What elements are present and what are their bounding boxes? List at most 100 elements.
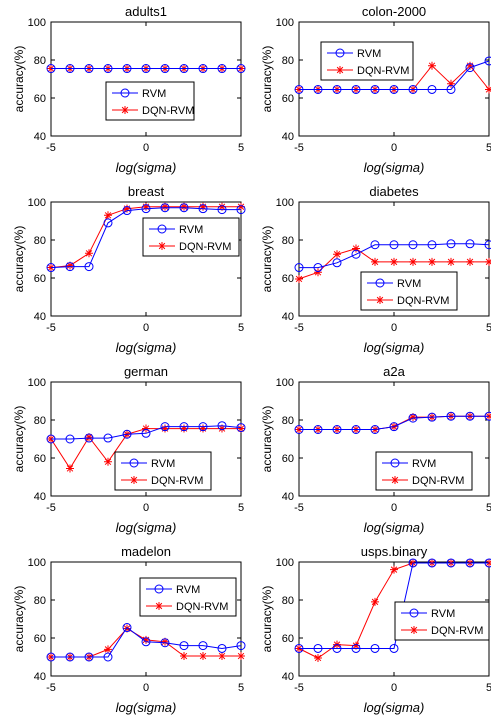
data-point-star xyxy=(123,624,131,633)
x-tick-label: 0 xyxy=(143,502,149,514)
data-point-star xyxy=(180,424,188,433)
data-point-star xyxy=(466,257,474,266)
data-point-circle xyxy=(294,643,304,653)
data-point-star xyxy=(85,249,93,258)
data-point-circle xyxy=(465,239,475,249)
data-point-circle xyxy=(484,411,491,421)
data-point-star xyxy=(123,204,131,213)
x-tick-label: -5 xyxy=(46,322,56,334)
x-tick-label: -5 xyxy=(46,682,56,694)
data-point-circle xyxy=(198,64,208,74)
data-point-circle xyxy=(65,64,75,74)
data-point-circle xyxy=(427,558,437,568)
data-point-circle xyxy=(141,637,151,647)
data-point-circle xyxy=(465,63,475,73)
plot-title: colon-2000 xyxy=(362,4,426,19)
y-axis-label: accuracy(%) xyxy=(260,586,274,653)
legend-label: RVM xyxy=(176,584,200,596)
x-tick-label: 0 xyxy=(391,682,397,694)
x-tick-label: -5 xyxy=(46,502,56,514)
data-point-star xyxy=(314,268,322,277)
x-tick-label: -5 xyxy=(294,502,304,514)
y-tick-label: 40 xyxy=(282,311,294,323)
data-point-star xyxy=(199,652,207,661)
y-tick-label: 60 xyxy=(282,93,294,105)
data-point-circle xyxy=(389,643,399,653)
y-tick-label: 60 xyxy=(282,453,294,465)
plot-title: german xyxy=(124,364,168,379)
series-dqn-rvm xyxy=(47,202,245,272)
y-tick-label: 40 xyxy=(282,131,294,143)
data-point-circle xyxy=(141,428,151,438)
data-point-circle xyxy=(46,652,56,662)
y-tick-label: 80 xyxy=(34,595,46,607)
y-tick-label: 60 xyxy=(34,93,46,105)
data-point-star xyxy=(104,457,112,466)
y-tick-label: 80 xyxy=(282,415,294,427)
data-point-star xyxy=(447,79,455,88)
x-tick-label: 0 xyxy=(143,142,149,154)
legend-label: RVM xyxy=(412,458,436,470)
data-point-star xyxy=(142,635,150,644)
legend-box xyxy=(320,41,414,81)
series-dqn-rvm xyxy=(295,244,491,283)
data-point-circle xyxy=(427,412,437,422)
data-point-circle xyxy=(332,425,342,434)
data-point-circle xyxy=(313,425,323,434)
series-line xyxy=(51,626,242,658)
x-tick-label: 0 xyxy=(391,502,397,514)
data-point-circle xyxy=(446,411,456,421)
data-point-circle xyxy=(160,203,170,213)
data-point-circle xyxy=(465,558,475,568)
legend-marker-star xyxy=(130,476,138,484)
data-point-circle xyxy=(122,429,132,439)
legend-marker-star xyxy=(155,602,163,610)
data-point-circle xyxy=(351,84,361,94)
subplot-breast: breast 40 60 80 100 -5 0 5 log(sigma) accuracy(%)… xyxy=(12,184,246,355)
data-point-star xyxy=(333,250,341,259)
x-axis-label: log(sigma) xyxy=(116,340,177,355)
series-rvm xyxy=(294,56,491,94)
series-rvm xyxy=(294,411,491,434)
x-axis-label: log(sigma) xyxy=(116,520,177,535)
data-point-circle xyxy=(160,422,170,432)
legend-marker-star xyxy=(336,66,344,74)
plot-title: usps.binary xyxy=(361,544,428,559)
legend-marker-circle xyxy=(390,458,400,468)
legend-label: RVM xyxy=(431,608,455,620)
plot-title: a2a xyxy=(383,364,405,379)
data-point-circle xyxy=(427,84,437,94)
y-tick-label: 80 xyxy=(34,415,46,427)
y-tick-label: 80 xyxy=(34,55,46,67)
data-point-circle xyxy=(236,64,246,74)
data-point-circle xyxy=(332,643,342,653)
x-tick-label: 0 xyxy=(391,142,397,154)
series-rvm xyxy=(46,623,246,662)
data-point-star xyxy=(352,641,360,650)
data-point-star xyxy=(447,257,455,266)
legend-marker-circle xyxy=(157,224,167,234)
data-point-circle xyxy=(122,623,132,633)
data-point-star xyxy=(218,202,226,211)
data-point-circle xyxy=(84,262,94,272)
data-point-circle xyxy=(294,425,304,434)
y-axis-label: accuracy(%) xyxy=(12,586,26,653)
legend: RVM DQN-RVM xyxy=(394,601,490,641)
data-point-star xyxy=(180,652,188,661)
legend-label: RVM xyxy=(397,278,421,290)
legend-marker-circle xyxy=(129,458,139,468)
data-point-star xyxy=(428,257,436,266)
data-point-circle xyxy=(179,641,189,651)
x-axis-label: log(sigma) xyxy=(364,340,425,355)
x-tick-label: 5 xyxy=(238,142,244,154)
data-point-circle xyxy=(484,56,491,66)
x-tick-label: 5 xyxy=(486,322,491,334)
data-point-circle xyxy=(217,205,227,215)
data-point-circle xyxy=(84,64,94,74)
data-point-circle xyxy=(484,558,491,568)
x-axis-label: log(sigma) xyxy=(364,520,425,535)
data-point-circle xyxy=(65,262,75,272)
y-tick-label: 100 xyxy=(28,557,46,569)
data-point-star xyxy=(161,202,169,211)
